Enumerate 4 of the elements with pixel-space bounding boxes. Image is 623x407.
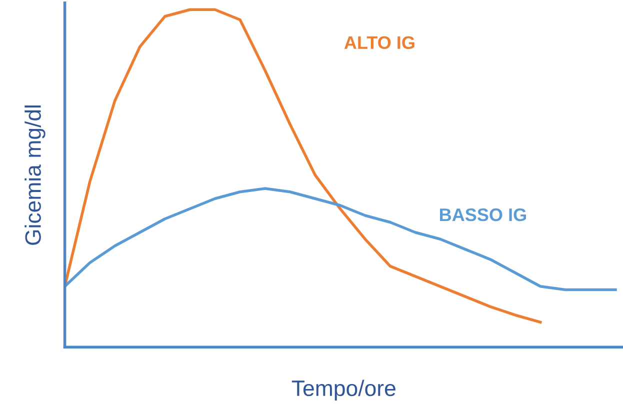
text: ALTO IG	[344, 36, 414, 50]
x-axis-title: Tempo/ore	[292, 380, 396, 401]
series-label: BASSO IG	[440, 208, 526, 222]
y-axis-title: Gicemia mg/dl	[24, 105, 46, 245]
